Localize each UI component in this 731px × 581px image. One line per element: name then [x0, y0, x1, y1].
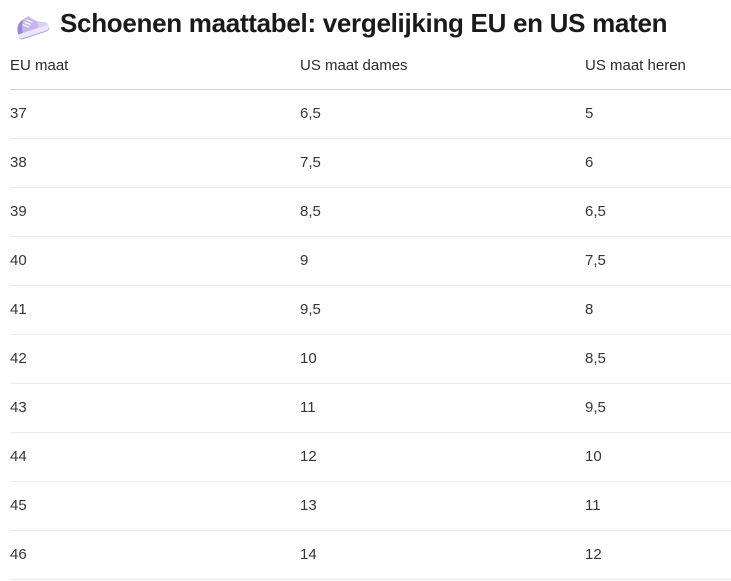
- column-header-us-maat-heren: US maat heren: [585, 52, 731, 90]
- cell-eu-maat: 40: [10, 236, 300, 286]
- cell-us-heren: 7,5: [585, 236, 731, 286]
- table-row: 43 11 9,5: [10, 383, 731, 433]
- cell-us-dames: 9,5: [300, 285, 585, 335]
- table-header-row: EU maat US maat dames US maat heren: [10, 52, 731, 90]
- table-row: 38 7,5 6: [10, 138, 731, 188]
- column-header-us-maat-dames: US maat dames: [300, 52, 585, 90]
- cell-eu-maat: 38: [10, 138, 300, 188]
- cell-us-dames: 9: [300, 236, 585, 286]
- table-head: EU maat US maat dames US maat heren: [10, 52, 731, 90]
- cell-eu-maat: 41: [10, 285, 300, 335]
- cell-eu-maat: 39: [10, 187, 300, 237]
- cell-us-dames: 14: [300, 530, 585, 580]
- table-row: 42 10 8,5: [10, 334, 731, 384]
- table-row: 46 14 12: [10, 530, 731, 580]
- table-row: 37 6,5 5: [10, 89, 731, 139]
- cell-eu-maat: 37: [10, 89, 300, 139]
- cell-us-dames: 12: [300, 432, 585, 482]
- page-title: Schoenen maattabel: vergelijking EU en U…: [60, 7, 668, 38]
- table-row: 39 8,5 6,5: [10, 187, 731, 237]
- cell-us-dames: 6,5: [300, 89, 585, 139]
- page-header: Schoenen maattabel: vergelijking EU en U…: [0, 0, 731, 42]
- cell-eu-maat: 43: [10, 383, 300, 433]
- cell-us-heren: 8: [585, 285, 731, 335]
- size-table: EU maat US maat dames US maat heren 37 6…: [10, 52, 731, 580]
- cell-us-dames: 7,5: [300, 138, 585, 188]
- cell-us-heren: 12: [585, 530, 731, 580]
- cell-eu-maat: 42: [10, 334, 300, 384]
- cell-us-heren: 5: [585, 89, 731, 139]
- cell-us-heren: 10: [585, 432, 731, 482]
- table-row: 44 12 10: [10, 432, 731, 482]
- cell-us-dames: 10: [300, 334, 585, 384]
- cell-eu-maat: 44: [10, 432, 300, 482]
- cell-us-heren: 11: [585, 481, 731, 531]
- sneaker-icon: [12, 4, 50, 42]
- cell-us-dames: 8,5: [300, 187, 585, 237]
- cell-us-heren: 6,5: [585, 187, 731, 237]
- cell-us-heren: 6: [585, 138, 731, 188]
- cell-us-dames: 11: [300, 383, 585, 433]
- table-row: 41 9,5 8: [10, 285, 731, 335]
- cell-eu-maat: 45: [10, 481, 300, 531]
- table-body: 37 6,5 5 38 7,5 6 39 8,5 6,5 40 9 7,5 41: [10, 89, 731, 580]
- column-header-eu-maat: EU maat: [10, 52, 300, 90]
- table-row: 40 9 7,5: [10, 236, 731, 286]
- table-row: 45 13 11: [10, 481, 731, 531]
- cell-eu-maat: 46: [10, 530, 300, 580]
- cell-us-dames: 13: [300, 481, 585, 531]
- cell-us-heren: 9,5: [585, 383, 731, 433]
- cell-us-heren: 8,5: [585, 334, 731, 384]
